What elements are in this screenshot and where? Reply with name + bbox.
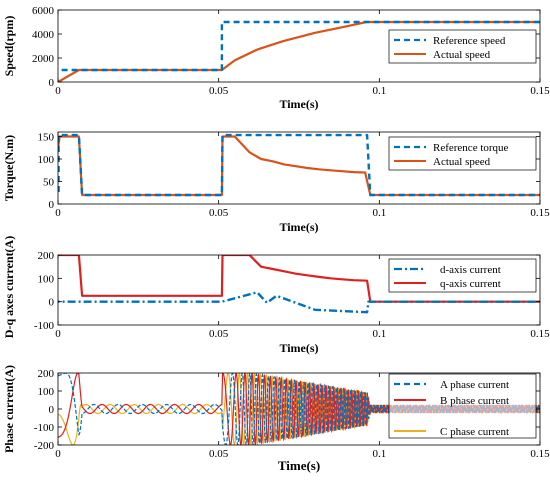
torque-ytick-label: 0 xyxy=(49,199,55,211)
torque-xtick-label: 0.15 xyxy=(530,207,550,219)
phase-xtick-label: 0.1 xyxy=(372,448,386,460)
phase-ytick-label: 0 xyxy=(49,404,55,416)
dq-ylabel: D-q axes current(A) xyxy=(2,236,16,338)
dq-legend-label-d: d-axis current xyxy=(440,264,501,276)
phase-ytick-label: -200 xyxy=(34,440,55,452)
torque-xtick-label: 0.1 xyxy=(372,207,386,219)
phase-ytick-label: -100 xyxy=(34,422,55,434)
speed-ytick-label: 2000 xyxy=(32,53,55,65)
dq-legend-label-q: q-axis current xyxy=(440,278,501,290)
speed-ylabel: Speed(rpm) xyxy=(2,16,16,77)
speed-ytick-label: 0 xyxy=(49,77,55,89)
torque-xlabel: Time(s) xyxy=(279,220,318,234)
dq-xtick-label: 0 xyxy=(55,328,61,340)
torque-ytick-label: 50 xyxy=(43,177,55,189)
dq-ytick-label: 100 xyxy=(38,273,55,285)
phase-ytick-label: 200 xyxy=(38,368,55,380)
dq-ytick-label: 200 xyxy=(38,250,55,262)
speed-legend: Reference speed Actual speed xyxy=(389,30,536,63)
speed-xtick-label: 0 xyxy=(55,85,61,97)
speed-legend-label-actual: Actual speed xyxy=(433,49,491,61)
dq-xtick-label: 0.1 xyxy=(372,328,386,340)
torque-ytick-label: 150 xyxy=(38,132,55,144)
speed-ytick-label: 4000 xyxy=(32,29,55,41)
torque-legend-label-actual: Actual speed xyxy=(433,156,491,168)
phase-legend-label-c: C phase current xyxy=(440,426,509,438)
dq-ytick-label: 0 xyxy=(49,297,55,309)
phase-ytick-label: 100 xyxy=(38,386,55,398)
torque-legend-label-ref: Reference torque xyxy=(433,142,509,154)
torque-xtick-label: 0 xyxy=(55,207,61,219)
phase-xlabel: Time(s) xyxy=(278,458,320,473)
dq-xtick-label: 0.15 xyxy=(530,328,550,340)
phase-ylabel: Phase current(A) xyxy=(2,365,16,453)
phase-xtick-label: 0.15 xyxy=(530,448,550,460)
speed-xlabel: Time(s) xyxy=(279,97,318,111)
phase-legend-label-b: B phase current xyxy=(440,395,509,407)
phase-legend-label-a: A phase current xyxy=(440,379,509,391)
speed-xtick-label: 0.1 xyxy=(372,85,386,97)
speed-chart: 0 0.05 0.1 0.15 0 2000 4000 6000 Time(s) Speed(… xyxy=(2,5,550,111)
speed-xtick-label: 0.05 xyxy=(209,85,229,97)
dq-xlabel: Time(s) xyxy=(279,341,318,355)
dq-xtick-label: 0.05 xyxy=(209,328,229,340)
speed-ytick-label: 6000 xyxy=(32,5,55,17)
phase-legend: A phase current B phase current C phase … xyxy=(389,374,536,438)
torque-chart: 0 0.05 0.1 0.15 0 50 100 150 Time(s) Torque(N.m… xyxy=(2,132,550,235)
dq-ytick-label: -100 xyxy=(34,320,55,332)
phase-xtick-label: 0 xyxy=(55,448,61,460)
speed-legend-label-ref: Reference speed xyxy=(433,35,506,47)
torque-ytick-label: 100 xyxy=(38,154,55,166)
torque-ylabel: Torque(N.m) xyxy=(2,135,16,201)
speed-xtick-label: 0.15 xyxy=(530,85,550,97)
torque-legend: Reference torque Actual speed xyxy=(389,137,536,170)
phase-xtick-label: 0.05 xyxy=(209,448,229,460)
torque-xtick-label: 0.05 xyxy=(209,207,229,219)
dq-legend: d-axis current q-axis current xyxy=(389,259,536,292)
phase-current-chart: 0 0.05 0.1 0.15 -200 -100 0 100 200 Time(s) Phas… xyxy=(2,365,550,473)
